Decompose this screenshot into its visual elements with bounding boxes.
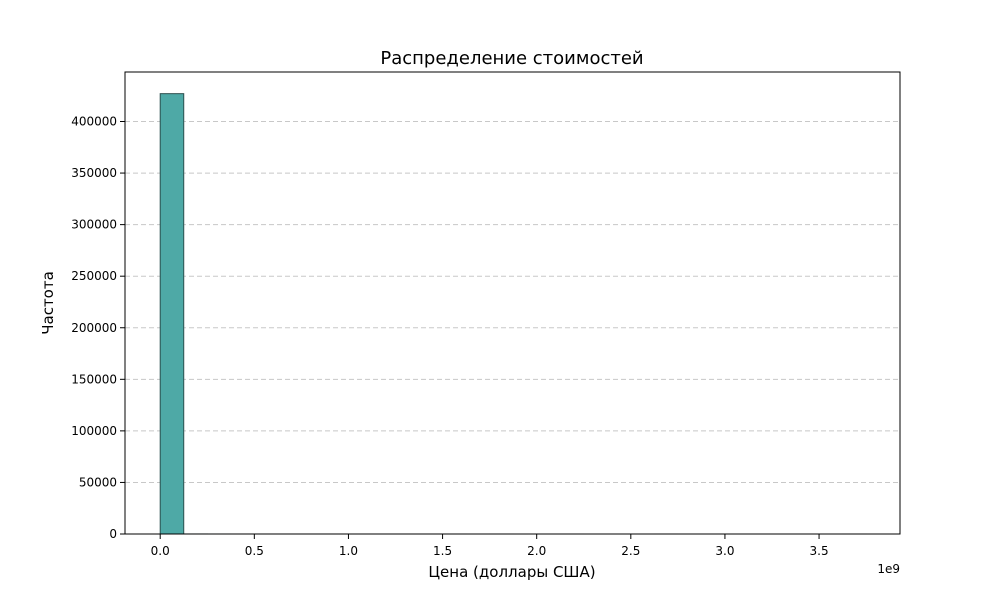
x-tick-label-5: 2.5	[621, 544, 640, 558]
x-tick-label-7: 3.5	[810, 544, 829, 558]
y-tick-label-6: 300000	[71, 218, 117, 232]
x-axis-ticks: 0.0 0.5 1.0 1.5 2.0 2.5 3.0 3.5	[151, 534, 829, 558]
histogram-bars	[160, 94, 866, 534]
x-tick-label-1: 0.5	[245, 544, 264, 558]
histogram-bar-0	[160, 94, 184, 534]
y-tick-label-5: 250000	[71, 269, 117, 283]
y-tick-label-8: 400000	[71, 115, 117, 129]
y-axis-ticks: 0 50000 100000 150000 200000 250000 300000 3500…	[71, 115, 125, 542]
x-axis-offset-label: 1e9	[877, 562, 900, 576]
grid-lines	[125, 122, 900, 483]
y-axis-label: Частота	[39, 271, 57, 335]
y-tick-label-0: 0	[109, 527, 117, 541]
x-tick-label-0: 0.0	[151, 544, 170, 558]
y-tick-label-3: 150000	[71, 372, 117, 386]
x-tick-label-4: 2.0	[527, 544, 546, 558]
y-tick-label-2: 100000	[71, 424, 117, 438]
y-tick-label-4: 200000	[71, 321, 117, 335]
chart-title: Распределение стоимостей	[380, 48, 643, 69]
x-axis-label: Цена (доллары США)	[428, 563, 595, 581]
y-tick-label-7: 350000	[71, 166, 117, 180]
plot-frame	[125, 72, 900, 534]
y-tick-label-1: 50000	[79, 475, 117, 489]
x-tick-label-3: 1.5	[433, 544, 452, 558]
x-tick-label-6: 3.0	[715, 544, 734, 558]
x-tick-label-2: 1.0	[339, 544, 358, 558]
